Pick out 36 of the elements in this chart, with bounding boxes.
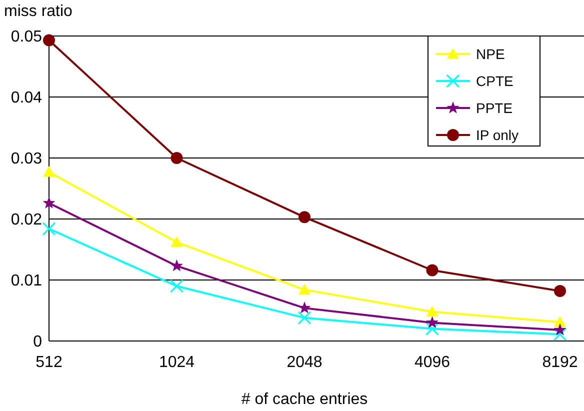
point [298, 284, 310, 295]
y-axis-title: miss ratio [4, 3, 73, 20]
x-tick-label: 1024 [158, 354, 195, 371]
point [554, 323, 566, 336]
y-tick-label: 0 [33, 334, 42, 351]
point [554, 284, 566, 297]
y-tick-label: 0.04 [10, 90, 42, 107]
x-tick-label: 8192 [542, 354, 578, 371]
point [425, 322, 440, 336]
y-tick-label: 0.02 [10, 212, 42, 229]
point [170, 152, 183, 164]
legend-label: NPE [476, 46, 505, 62]
point [553, 327, 567, 342]
legend-label: CPTE [476, 72, 514, 89]
x-tick-label: 4096 [414, 354, 450, 371]
y-tick-label: 0.05 [10, 28, 42, 46]
y-tick-label: 0.03 [10, 150, 42, 168]
point [426, 264, 438, 276]
point [170, 236, 183, 247]
y-tick-label: 0.01 [10, 272, 42, 290]
point [426, 306, 438, 317]
point [42, 222, 56, 236]
point [170, 259, 184, 272]
point [43, 166, 55, 177]
point [298, 311, 312, 325]
point [298, 211, 310, 224]
legend-label: IP only [476, 126, 519, 143]
point [42, 196, 56, 208]
x-tick-label: 512 [36, 354, 62, 371]
x-axis-title: # of cache entries [241, 391, 368, 408]
point [554, 316, 566, 327]
legend-label: PPTE [476, 100, 513, 116]
point [426, 316, 439, 328]
point [170, 279, 184, 293]
x-tick-label: 2048 [286, 354, 322, 371]
point [43, 34, 55, 46]
